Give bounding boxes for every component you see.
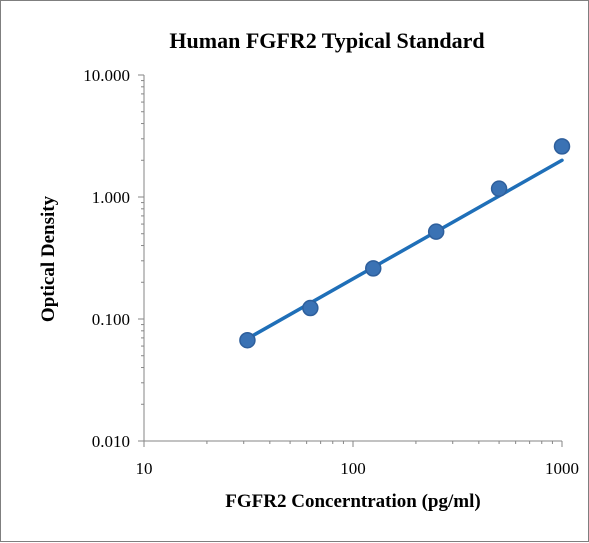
axes (143, 75, 562, 442)
data-points (239, 138, 571, 349)
x-tick-label: 1000 (545, 459, 579, 478)
chart-title: Human FGFR2 Typical Standard (169, 28, 484, 53)
trendline (245, 158, 564, 341)
data-point (365, 260, 382, 277)
y-tick-label: 10.000 (83, 66, 130, 85)
data-point (239, 331, 256, 349)
x-tick-label: 10 (136, 459, 153, 478)
x-axis-ticks: 10 100 1000 (136, 441, 579, 478)
y-tick-label: 1.000 (92, 188, 130, 207)
data-point (553, 138, 571, 155)
x-tick-label: 100 (340, 459, 366, 478)
data-point (302, 299, 319, 317)
y-tick-label: 0.010 (92, 432, 130, 451)
y-axis-ticks: 0.010 0.100 1.000 10.000 (83, 66, 144, 451)
y-tick-label: 0.100 (92, 310, 130, 329)
y-axis-label: Optical Density (38, 195, 59, 322)
data-point (427, 223, 445, 240)
trendline-group (245, 158, 564, 341)
x-axis-label: FGFR2 Concerntration (pg/ml) (225, 491, 480, 512)
data-point (490, 180, 508, 197)
